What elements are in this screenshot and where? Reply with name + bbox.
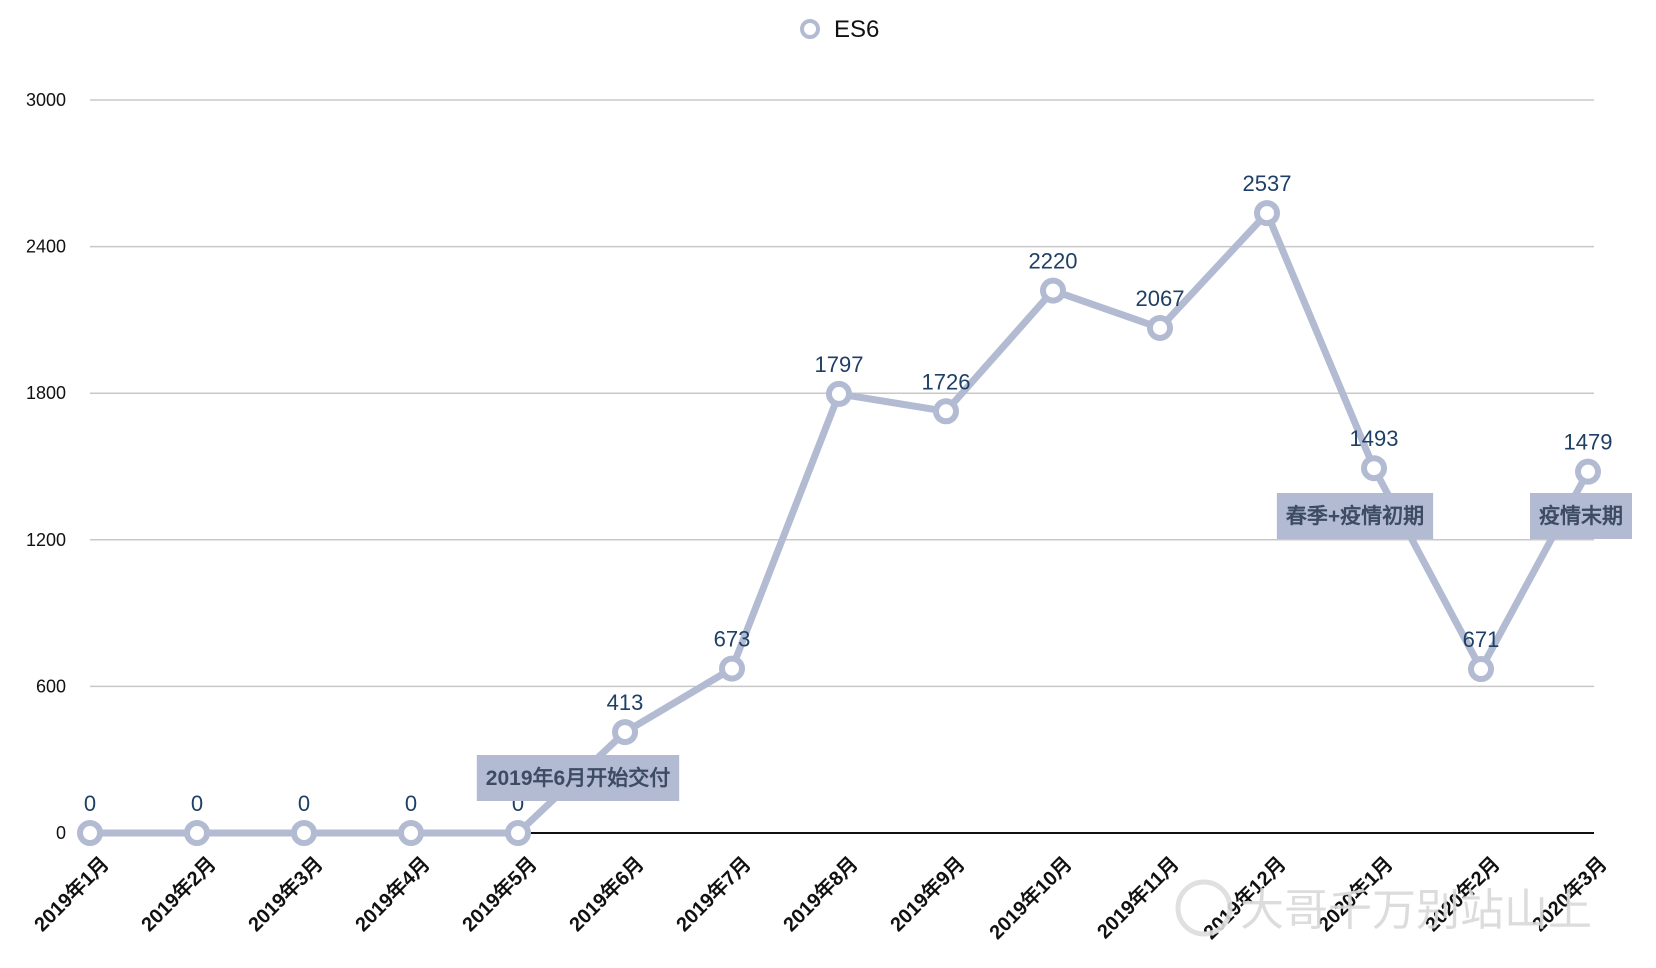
- x-tick-label: 2019年11月: [1092, 852, 1184, 944]
- data-label: 671: [1463, 627, 1500, 652]
- x-tick-label: 2019年6月: [564, 852, 649, 937]
- data-label: 1726: [922, 369, 971, 394]
- data-point: [1254, 200, 1280, 227]
- data-label: 2067: [1136, 286, 1185, 311]
- data-label: 413: [607, 690, 644, 715]
- watermark: 大哥千万别站山上: [1175, 879, 1592, 937]
- x-tick-label: 2019年9月: [885, 852, 970, 937]
- annotation-label: 2019年6月开始交付: [486, 766, 670, 790]
- data-point: [505, 820, 531, 846]
- annotations: 2019年6月开始交付 春季+疫情初期 疫情末期: [476, 493, 1632, 801]
- annotation-label: 春季+疫情初期: [1286, 504, 1424, 528]
- annotation-box: [476, 755, 680, 801]
- data-label: 1797: [815, 352, 864, 377]
- x-tick-label: 2019年8月: [778, 852, 863, 937]
- data-label: 0: [405, 791, 417, 816]
- annotation: 春季+疫情初期: [1276, 493, 1434, 539]
- x-tick-label: 2019年7月: [671, 852, 756, 937]
- data-point: [933, 398, 959, 425]
- data-label: 673: [714, 627, 751, 652]
- x-tick-label: 2019年4月: [350, 852, 435, 937]
- data-point: [1040, 277, 1066, 304]
- watermark-text: 大哥千万别站山上: [1240, 886, 1592, 935]
- x-tick-label: 2019年3月: [243, 852, 328, 937]
- data-label: 0: [298, 791, 310, 816]
- y-tick-label: 1800: [26, 383, 66, 403]
- watermark-logo-icon: [1175, 879, 1233, 937]
- series-es6: [77, 200, 1601, 846]
- y-tick-label: 1200: [26, 530, 66, 550]
- data-point: [719, 655, 745, 682]
- data-point: [291, 820, 317, 846]
- y-axis-ticks: 0 600 1200 1800 2400 3000: [26, 90, 66, 843]
- data-point: [826, 380, 852, 407]
- data-point: [1147, 314, 1173, 341]
- x-tick-label: 2019年1月: [29, 852, 114, 937]
- annotation-box: [1276, 493, 1434, 539]
- data-point: [1468, 656, 1494, 683]
- data-point: [184, 820, 210, 846]
- data-label: 1479: [1564, 430, 1613, 455]
- y-tick-label: 2400: [26, 237, 66, 257]
- y-tick-label: 3000: [26, 90, 66, 110]
- x-tick-label: 2019年5月: [457, 852, 542, 937]
- data-label: 1493: [1350, 426, 1399, 451]
- data-point: [1361, 455, 1387, 482]
- y-tick-label: 0: [56, 823, 66, 843]
- data-label: 0: [191, 791, 203, 816]
- data-point: [612, 719, 638, 746]
- legend-marker-icon: [800, 19, 820, 39]
- annotation-label: 疫情末期: [1539, 504, 1623, 528]
- data-label: 2537: [1243, 171, 1292, 196]
- data-label: 0: [84, 791, 96, 816]
- data-point: [1575, 458, 1601, 485]
- data-labels: 0 0 0 0 041367317971726222020672537149367114…: [84, 171, 1613, 816]
- legend-label: ES6: [834, 16, 879, 43]
- data-label: 2220: [1029, 249, 1078, 274]
- x-tick-label: 2019年2月: [136, 852, 221, 937]
- annotation: 2019年6月开始交付: [476, 755, 680, 801]
- x-tick-label: 2019年10月: [984, 852, 1076, 944]
- data-point: [77, 820, 103, 846]
- annotation: 疫情末期: [1530, 493, 1632, 539]
- data-point: [398, 820, 424, 846]
- legend: ES6: [800, 16, 879, 43]
- annotation-box: [1530, 493, 1632, 539]
- y-tick-label: 600: [36, 676, 66, 696]
